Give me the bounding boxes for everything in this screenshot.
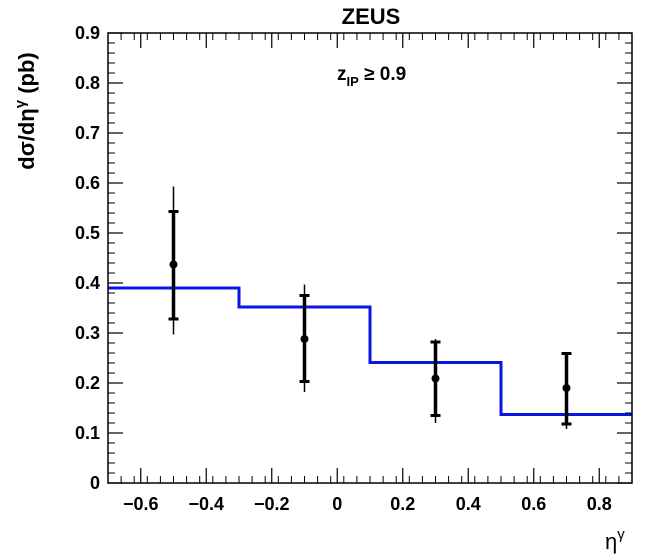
y-tick-label: 0.2 (75, 373, 100, 393)
y-tick-label: 0.5 (75, 223, 100, 243)
x-tick-label: −0.4 (188, 494, 224, 514)
x-tick-label: 0.2 (390, 494, 415, 514)
x-tick-label: 0.6 (521, 494, 546, 514)
y-tick-label: 0.9 (75, 23, 100, 43)
data-point-3 (430, 339, 441, 423)
data-marker (431, 374, 440, 383)
y-tick-label: 0.1 (75, 423, 100, 443)
chart-title: ZEUS (342, 4, 401, 29)
data-point-4 (561, 352, 572, 429)
data-points-layer (168, 186, 572, 429)
y-tick-label: 0.7 (75, 123, 100, 143)
x-axis-label: ηγ (605, 526, 625, 554)
x-tick-label: 0.4 (456, 494, 481, 514)
x-tick-label: 0 (332, 494, 342, 514)
histogram-step-line (108, 286, 632, 416)
y-tick-label: 0 (90, 473, 100, 493)
data-marker (169, 260, 178, 269)
y-tick-label: 0.8 (75, 73, 100, 93)
data-marker (562, 384, 571, 392)
y-tick-label: 0.3 (75, 323, 100, 343)
y-tick-label: 0.6 (75, 173, 100, 193)
y-axis-label: dσ/dηγ (pb) (12, 52, 39, 169)
x-tick-label: −0.6 (123, 494, 159, 514)
data-marker (300, 335, 309, 343)
data-point-1 (168, 186, 179, 335)
axes-layer: 0 0.1 0.2 0.3 0.4 0.5 0.6 0.7 0.8 0.9 −0.6 −0.4 −0.2… (75, 23, 633, 514)
annotation: zIP ≥ 0.9 (337, 64, 406, 89)
y-tick-label: 0.4 (75, 273, 100, 293)
x-tick-label: 0.8 (587, 494, 612, 514)
data-point-2 (299, 284, 310, 392)
x-tick-label: −0.2 (254, 494, 290, 514)
histogram-layer (108, 286, 632, 416)
